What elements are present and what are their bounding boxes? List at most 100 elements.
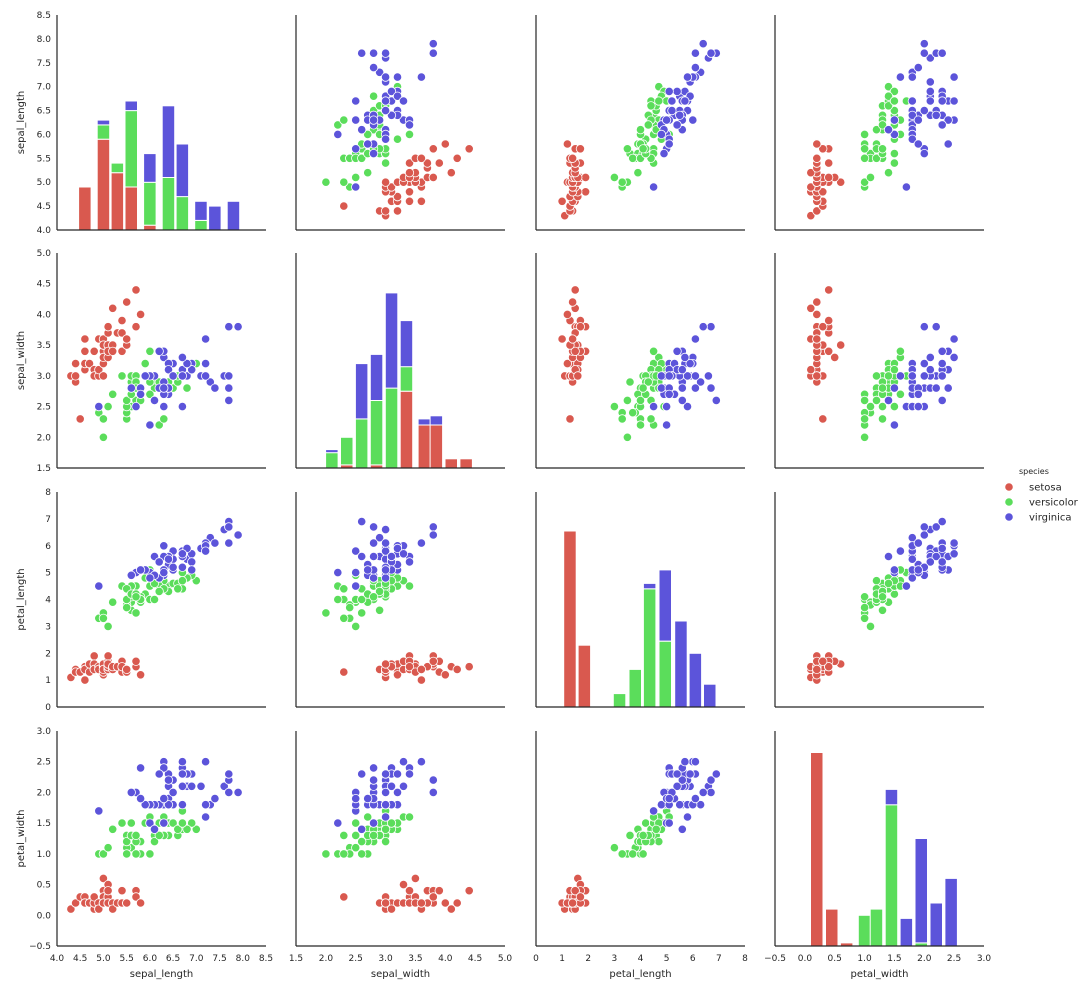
point-virginica-25 [201,358,211,369]
point-virginica-32 [677,775,687,785]
point-virginica-14 [943,383,953,393]
hist-bar-sepal_length-1-virginica [96,119,111,126]
point-setosa-43 [117,346,127,356]
point-setosa-49 [122,664,132,675]
point-virginica-33 [159,818,169,828]
point-setosa-13 [89,651,99,661]
point-virginica-49 [664,389,674,399]
point-virginica-18 [937,395,947,405]
point-virginica-42 [392,769,403,779]
point-setosa-44 [452,898,462,908]
point-versicolor-36 [889,96,900,106]
point-virginica-42 [182,358,192,369]
point-virginica-45 [913,115,923,125]
panel-sepal_length-vs-sepal_length [56,15,266,231]
point-virginica-49 [136,389,146,399]
point-virginica-43 [177,549,187,559]
point-virginica-14 [943,139,953,149]
point-setosa-46 [570,285,580,295]
point-versicolor-23 [149,836,160,847]
hist-bar-sepal_width-5-setosa [399,390,414,469]
point-virginica-29 [201,371,211,381]
point-virginica-37 [163,365,174,375]
x-tick-label: 2.0 [917,954,932,964]
point-virginica-14 [368,763,379,773]
panel-sepal_width-vs-petal_length [535,253,745,469]
point-versicolor-36 [654,96,664,106]
point-versicolor-35 [648,346,659,356]
point-versicolor-41 [651,824,661,834]
hist-bar-petal_width-6-virginica [899,917,914,947]
point-virginica-44 [177,371,187,381]
point-setosa-7 [80,675,90,685]
point-setosa-21 [380,659,391,669]
point-setosa-44 [812,297,822,307]
y-tick-label: 2.5 [37,758,51,768]
point-versicolor-48 [865,172,876,182]
point-setosa-17 [94,365,104,375]
point-setosa-36 [108,346,118,356]
point-virginica-9 [690,334,701,344]
y-tick-label: 2.0 [37,788,52,798]
point-setosa-49 [416,898,426,908]
point-versicolor-33 [145,389,155,399]
point-virginica-39 [672,86,682,97]
point-versicolor-48 [609,843,620,853]
point-setosa-48 [136,309,146,319]
point-versicolor-42 [357,836,367,847]
point-setosa-0 [806,211,816,221]
y-tick-label: 8.5 [37,11,51,21]
point-virginica-47 [404,557,415,567]
point-setosa-21 [573,371,583,381]
point-setosa-15 [89,892,99,902]
point-virginica-46 [168,371,178,381]
x-tick-label: 3.0 [378,954,393,964]
point-versicolor-14 [374,605,385,615]
point-setosa-48 [440,139,450,149]
point-virginica-29 [682,72,693,82]
point-virginica-22 [224,383,234,393]
point-virginica-43 [949,549,959,559]
point-versicolor-4 [889,106,900,116]
point-versicolor-49 [638,144,648,154]
hist-bar-petal_length-2-versicolor [612,693,627,708]
point-virginica-17 [428,775,438,785]
point-virginica-32 [931,110,941,120]
point-versicolor-35 [404,812,415,822]
point-versicolor-0 [191,824,201,834]
point-versicolor-36 [177,818,187,828]
panel-sepal_width-vs-petal_width [774,253,984,469]
point-virginica-18 [711,395,721,405]
y-tick-label: 3.5 [37,341,51,351]
hist-bar-sepal_length-4-virginica [143,153,157,183]
point-virginica-9 [201,334,211,344]
point-virginica-36 [943,115,953,125]
point-versicolor-37 [159,414,169,424]
point-versicolor-43 [859,414,870,424]
point-virginica-9 [416,72,426,82]
point-virginica-30 [690,793,701,804]
legend-marker-virginica [1004,512,1014,522]
x-tick-label: 4.0 [50,954,65,964]
point-virginica-41 [386,86,397,97]
point-setosa-25 [836,340,846,350]
hist-bar-sepal_length-9-virginica [226,200,241,231]
point-setosa-49 [122,898,132,908]
point-virginica-35 [380,48,391,58]
point-versicolor-43 [98,613,109,623]
y-axis-label: petal_width [16,810,27,868]
point-virginica-19 [889,129,900,139]
point-versicolor-37 [339,115,349,125]
point-setosa-33 [824,172,834,182]
point-versicolor-23 [871,576,882,586]
point-virginica-7 [374,533,385,543]
point-virginica-43 [949,96,959,106]
point-versicolor-25 [173,584,183,594]
point-virginica-40 [386,551,397,562]
point-virginica-25 [201,800,211,810]
point-setosa-47 [575,892,586,902]
point-versicolor-47 [877,120,888,130]
point-setosa-4 [818,414,828,424]
point-setosa-49 [567,153,578,163]
x-tick-label: 1.5 [887,954,901,964]
